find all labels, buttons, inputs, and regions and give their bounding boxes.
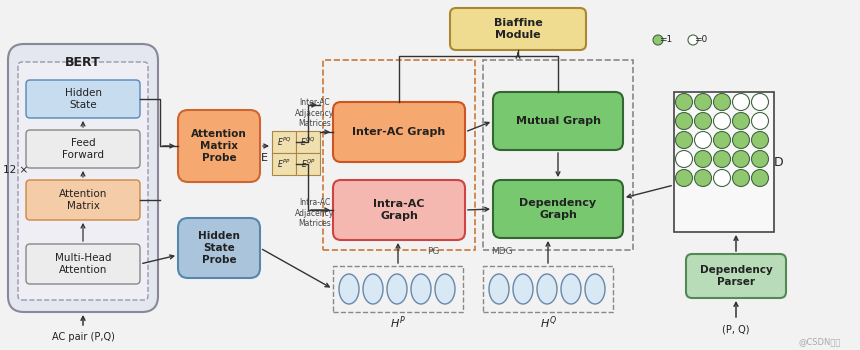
Ellipse shape — [363, 274, 383, 304]
FancyBboxPatch shape — [333, 180, 465, 240]
Text: $H^Q$: $H^Q$ — [539, 315, 556, 331]
Circle shape — [714, 93, 730, 111]
Circle shape — [714, 150, 730, 168]
Text: Inter-AC
Adjacency
Matrices: Inter-AC Adjacency Matrices — [295, 98, 335, 128]
Circle shape — [714, 132, 730, 148]
Circle shape — [714, 112, 730, 130]
Circle shape — [752, 150, 769, 168]
FancyBboxPatch shape — [26, 80, 140, 118]
Text: Inter-AC Graph: Inter-AC Graph — [353, 127, 445, 137]
FancyBboxPatch shape — [26, 130, 140, 168]
Text: $E^{QQ}$: $E^{QQ}$ — [300, 136, 316, 148]
Ellipse shape — [411, 274, 431, 304]
FancyBboxPatch shape — [493, 92, 623, 150]
Text: Dependency
Parser: Dependency Parser — [700, 265, 772, 287]
Circle shape — [752, 93, 769, 111]
Text: E: E — [261, 153, 268, 163]
Text: =0: =0 — [694, 35, 707, 44]
Ellipse shape — [537, 274, 557, 304]
Text: Multi-Head
Attention: Multi-Head Attention — [55, 253, 111, 275]
FancyBboxPatch shape — [26, 244, 140, 284]
Bar — [272, 153, 296, 175]
Circle shape — [752, 132, 769, 148]
Circle shape — [695, 112, 711, 130]
Bar — [272, 131, 296, 153]
Circle shape — [752, 112, 769, 130]
Ellipse shape — [513, 274, 533, 304]
Text: @CSDN博客: @CSDN博客 — [799, 337, 841, 346]
Text: Feed
Forward: Feed Forward — [62, 138, 104, 160]
Text: PG: PG — [427, 247, 440, 257]
Text: $H^P$: $H^P$ — [390, 315, 406, 331]
Bar — [296, 131, 320, 153]
Text: $E^{PP}$: $E^{PP}$ — [277, 158, 291, 170]
Circle shape — [714, 169, 730, 187]
FancyBboxPatch shape — [450, 8, 586, 50]
Text: 12 ×: 12 × — [3, 165, 28, 175]
FancyBboxPatch shape — [178, 218, 260, 278]
FancyBboxPatch shape — [686, 254, 786, 298]
Circle shape — [752, 169, 769, 187]
Bar — [296, 153, 320, 175]
Circle shape — [675, 93, 692, 111]
Circle shape — [733, 93, 750, 111]
Ellipse shape — [561, 274, 581, 304]
Ellipse shape — [387, 274, 407, 304]
FancyBboxPatch shape — [178, 110, 260, 182]
Text: AC pair (P,Q): AC pair (P,Q) — [52, 332, 114, 342]
Text: Attention
Matrix
Probe: Attention Matrix Probe — [191, 130, 247, 163]
Bar — [483, 60, 633, 250]
Text: Attention
Matrix: Attention Matrix — [58, 189, 108, 211]
Text: (P, Q): (P, Q) — [722, 325, 750, 335]
Text: Intra-AC
Graph: Intra-AC Graph — [373, 199, 425, 221]
Circle shape — [733, 150, 750, 168]
Circle shape — [675, 112, 692, 130]
Text: MDG: MDG — [491, 247, 513, 257]
FancyBboxPatch shape — [493, 180, 623, 238]
Text: BERT: BERT — [65, 56, 101, 69]
Text: $E^{QP}$: $E^{QP}$ — [300, 158, 316, 170]
FancyBboxPatch shape — [333, 102, 465, 162]
Bar — [674, 92, 774, 232]
Text: $E^{PQ}$: $E^{PQ}$ — [277, 136, 292, 148]
Text: Intra-AC
Adjacency
Matrices: Intra-AC Adjacency Matrices — [295, 198, 335, 228]
Circle shape — [653, 35, 663, 45]
Text: =1: =1 — [659, 35, 673, 44]
Bar — [323, 60, 475, 250]
Circle shape — [695, 169, 711, 187]
Bar — [333, 266, 463, 312]
Ellipse shape — [339, 274, 359, 304]
Ellipse shape — [435, 274, 455, 304]
FancyBboxPatch shape — [8, 44, 158, 312]
Ellipse shape — [585, 274, 605, 304]
Circle shape — [695, 132, 711, 148]
Bar — [483, 266, 613, 312]
Circle shape — [733, 169, 750, 187]
Circle shape — [695, 150, 711, 168]
Ellipse shape — [489, 274, 509, 304]
Circle shape — [675, 169, 692, 187]
Circle shape — [675, 150, 692, 168]
Text: Biaffine
Module: Biaffine Module — [494, 18, 543, 40]
Text: Mutual Graph: Mutual Graph — [515, 116, 600, 126]
FancyBboxPatch shape — [26, 180, 140, 220]
Text: D: D — [774, 155, 783, 168]
Circle shape — [733, 132, 750, 148]
FancyBboxPatch shape — [18, 62, 148, 300]
Circle shape — [733, 112, 750, 130]
Circle shape — [688, 35, 698, 45]
Circle shape — [675, 132, 692, 148]
Text: Hidden
State: Hidden State — [64, 88, 101, 110]
Circle shape — [695, 93, 711, 111]
Text: Hidden
State
Probe: Hidden State Probe — [198, 231, 240, 265]
Text: Dependency
Graph: Dependency Graph — [519, 198, 597, 220]
